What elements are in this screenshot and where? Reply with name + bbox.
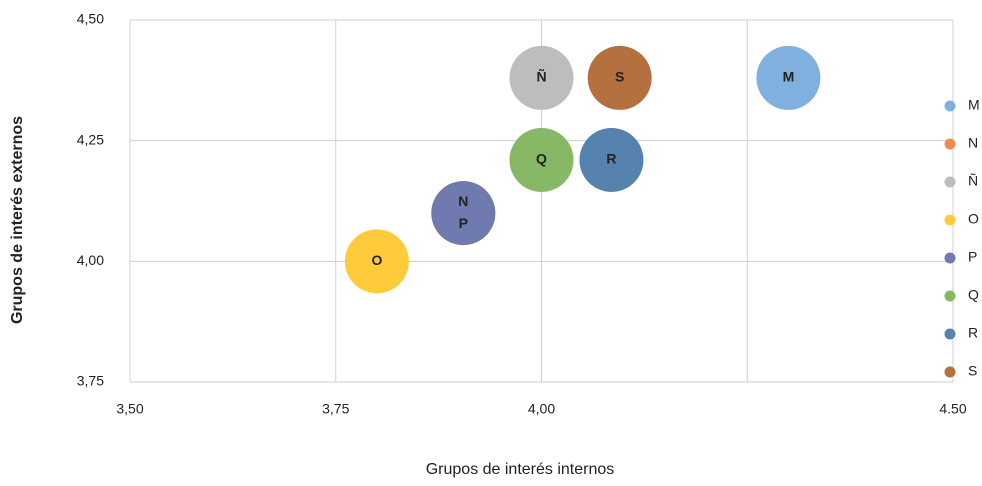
- bubble: [587, 45, 652, 110]
- legend-marker: [944, 176, 956, 188]
- bubble: [509, 127, 574, 192]
- bubble: [431, 181, 496, 246]
- legend-marker: [944, 290, 956, 302]
- legend-label: P: [968, 249, 977, 265]
- bubble: [579, 127, 644, 192]
- x-tick-label: 4.50: [939, 401, 966, 417]
- bubble: [756, 45, 821, 110]
- x-axis-title: Grupos de interés internos: [426, 461, 615, 478]
- legend-marker: [944, 100, 956, 112]
- bubble: [509, 45, 574, 110]
- y-tick-label: 4,25: [77, 131, 104, 147]
- legend-label: Q: [968, 287, 979, 303]
- y-tick-label: 4,50: [77, 11, 104, 27]
- bubble-label: P: [459, 215, 468, 231]
- legend-label: N: [968, 135, 978, 151]
- y-tick-label: 4,00: [77, 252, 104, 268]
- legend-label: Ñ: [968, 173, 978, 189]
- x-tick-label: 3,50: [116, 401, 143, 417]
- bubble-label: Ñ: [536, 68, 546, 85]
- legend-label: O: [968, 211, 979, 227]
- bubble-label: Q: [536, 151, 547, 167]
- y-axis-title: Grupos de interés externos: [9, 116, 26, 324]
- legend-label: R: [968, 325, 978, 341]
- legend-marker: [944, 252, 956, 264]
- bubble-label: M: [783, 69, 795, 85]
- bubble: [344, 229, 409, 294]
- legend-marker: [944, 328, 956, 340]
- x-tick-label: 3,75: [322, 401, 349, 417]
- y-tick-label: 3,75: [77, 373, 104, 389]
- bubble-label: R: [606, 151, 616, 167]
- legend-marker: [944, 214, 956, 226]
- legend-label: S: [968, 363, 977, 379]
- bubble-label: O: [371, 252, 382, 268]
- legend-marker: [944, 366, 956, 378]
- x-tick-label: 4,00: [528, 401, 555, 417]
- bubble-label: N: [458, 193, 468, 209]
- legend-label: M: [968, 97, 980, 113]
- bubble-label: S: [615, 69, 624, 85]
- legend-marker: [944, 138, 956, 150]
